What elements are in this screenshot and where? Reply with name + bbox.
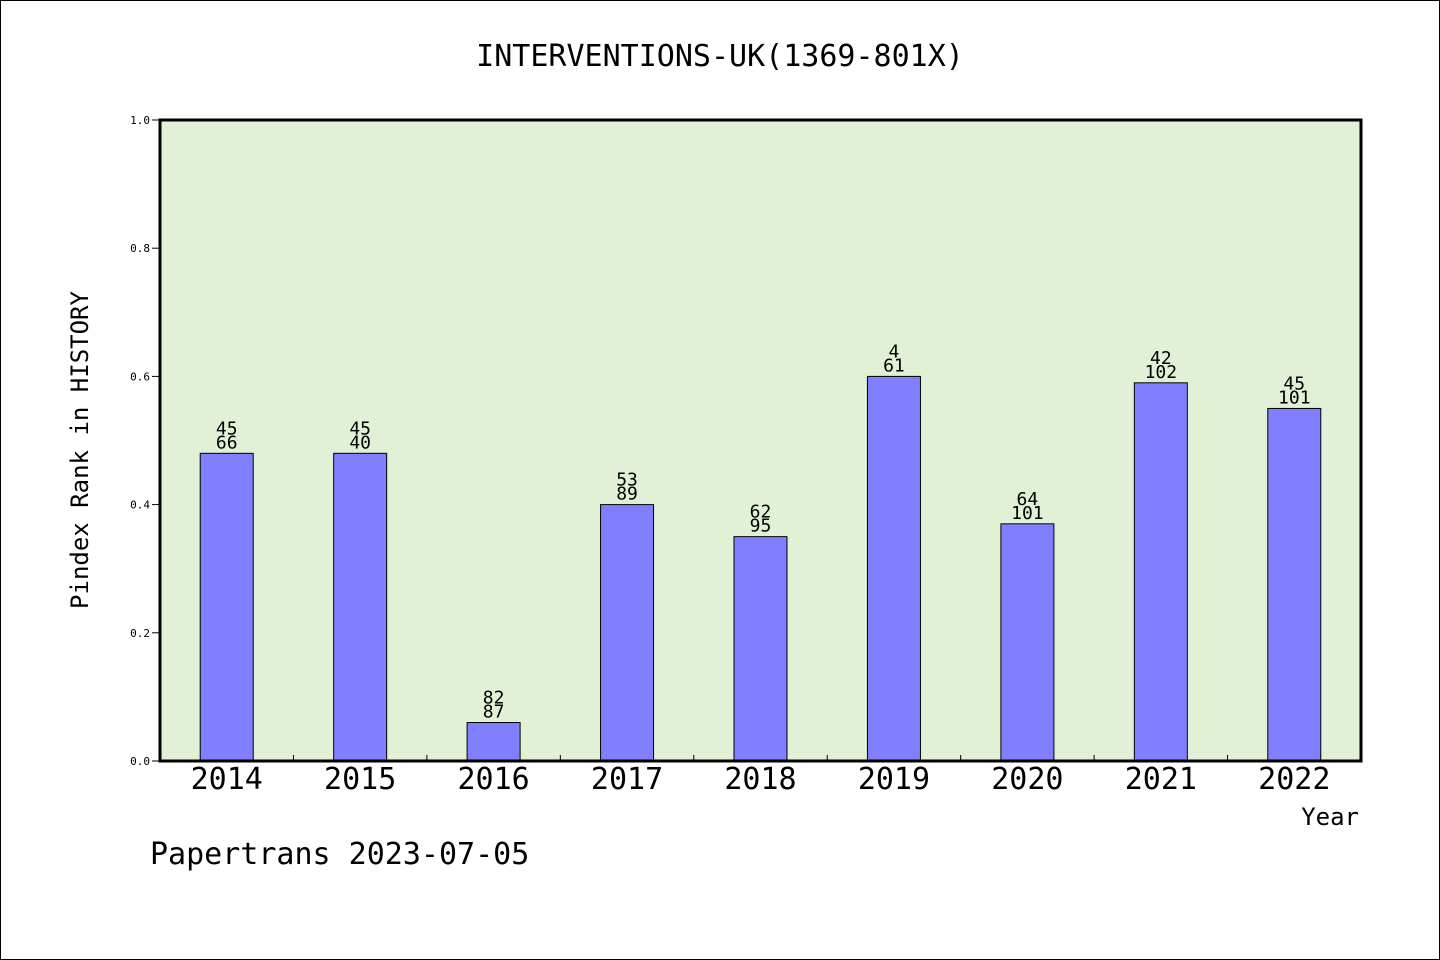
- x-tick-label: 2022: [1258, 762, 1330, 797]
- plot-border: [158, 118, 1363, 763]
- bar-label-bottom: 87: [483, 702, 505, 723]
- bar-2017: [600, 504, 655, 762]
- y-tick-label: 0.4: [130, 499, 150, 512]
- bar-label-top: 45: [216, 418, 238, 439]
- bar-label-top: 42: [1150, 348, 1172, 369]
- x-tick-label: 2017: [591, 762, 663, 797]
- bar-label-bottom: 89: [616, 484, 638, 505]
- bar-2016: [466, 722, 521, 762]
- x-axis-label: Year: [1301, 803, 1359, 831]
- bar-2020: [1000, 523, 1055, 762]
- bar-2019: [866, 375, 921, 762]
- bar-label-bottom: 101: [1278, 387, 1311, 408]
- chart-title: INTERVENTIONS-UK(1369-801X): [476, 39, 964, 74]
- bar-label-top: 64: [1017, 489, 1039, 510]
- x-tick-label: 2020: [991, 762, 1063, 797]
- bar-label-bottom: 40: [349, 432, 371, 453]
- x-tick-label: 2018: [724, 762, 796, 797]
- bar-label-top: 4: [889, 341, 900, 362]
- y-axis-label: Pindex Rank in HISTORY: [66, 291, 94, 609]
- x-tick-label: 2019: [858, 762, 930, 797]
- x-tick-label: 2021: [1125, 762, 1197, 797]
- bar-label-bottom: 102: [1145, 362, 1178, 383]
- y-tick-label: 0.2: [130, 627, 150, 640]
- bar-label-top: 45: [1283, 373, 1305, 394]
- x-axis-ticks: 2014 2015 2016 2017 2018 2019 2020 2021 2022: [191, 755, 1330, 797]
- bar-label-bottom: 101: [1011, 503, 1044, 524]
- bar-label-bottom: 95: [750, 516, 772, 537]
- bar-2021: [1133, 382, 1188, 762]
- bar-2022: [1267, 407, 1322, 762]
- y-tick-label: 1.0: [130, 114, 150, 127]
- bar-2018: [733, 536, 788, 762]
- y-tick-label: 0.0: [130, 755, 150, 768]
- bar-label-bottom: 61: [883, 355, 905, 376]
- x-tick-label: 2014: [191, 762, 263, 797]
- bar-2015: [333, 452, 388, 762]
- bar-2014: [199, 452, 254, 762]
- footer-text: Papertrans 2023-07-05: [150, 837, 529, 872]
- y-axis-ticks: 0.0 0.2 0.4 0.6 0.8 1.0: [130, 114, 160, 768]
- x-tick-label: 2016: [457, 762, 529, 797]
- x-tick-label: 2015: [324, 762, 396, 797]
- bar-label-bottom: 66: [216, 432, 238, 453]
- bar-label-top: 62: [750, 502, 772, 523]
- y-tick-label: 0.8: [130, 242, 150, 255]
- bars: [199, 375, 1322, 762]
- bar-label-top: 82: [483, 688, 505, 709]
- bar-label-top: 45: [349, 418, 371, 439]
- bar-label-top: 53: [616, 470, 638, 491]
- y-tick-label: 0.6: [130, 370, 150, 383]
